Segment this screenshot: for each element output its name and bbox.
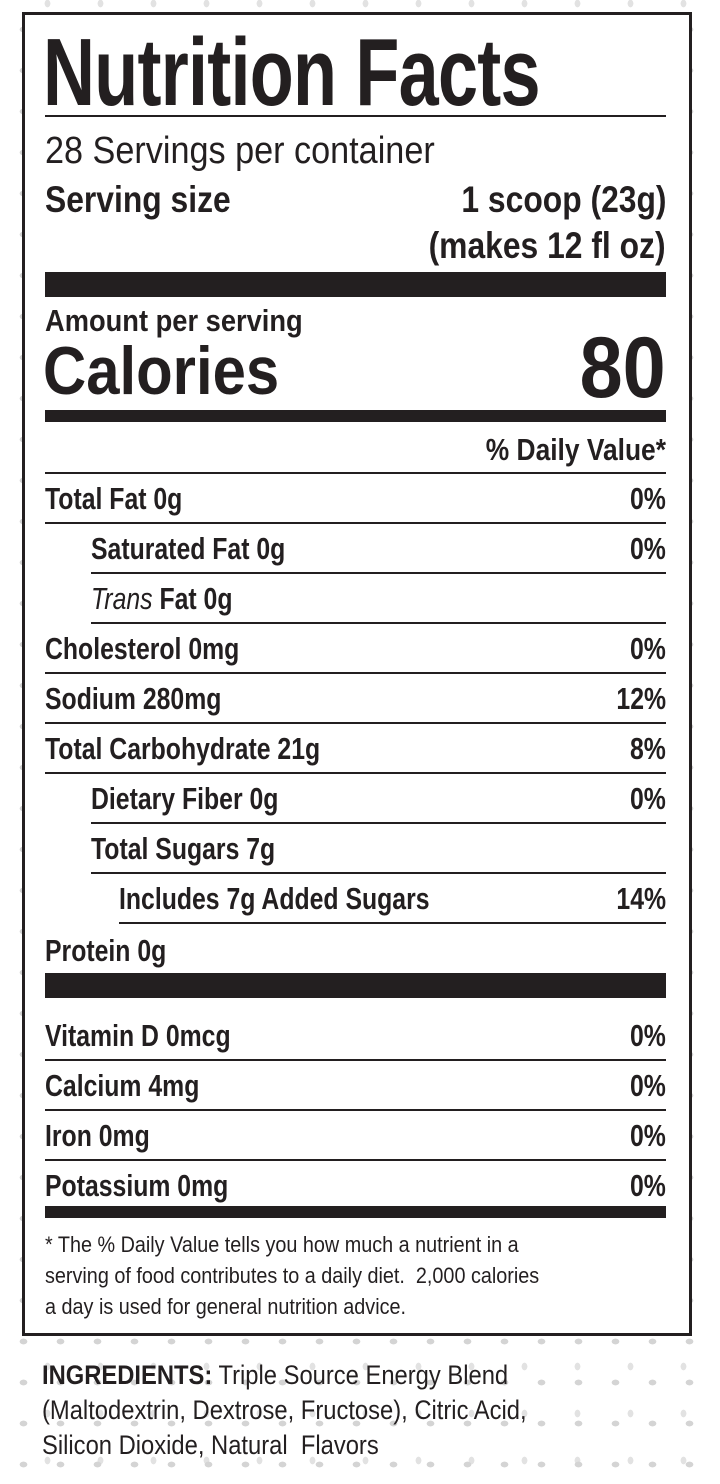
panel-title: Nutrition Facts — [43, 19, 541, 126]
serving-size-value: 1 scoop (23g) — [460, 179, 666, 220]
servings-per-container: 28 Servings per container — [45, 130, 435, 172]
calories-label: Calories — [43, 333, 280, 409]
header-rule — [45, 472, 666, 474]
ingredients-label: INGREDIENTS: — [42, 1360, 213, 1390]
amount-per-serving: Amount per serving — [45, 303, 303, 338]
vitamin-row-potassium: Potassium 0mg 0% — [45, 1168, 666, 1203]
nutrient-row-total-fat: Total Fat 0g 0% — [45, 474, 666, 524]
nutrient-row-total-sugars: Total Sugars 7g — [45, 824, 666, 874]
vitamin-row-calcium: Calcium 4mg 0% — [45, 1061, 666, 1111]
nutrient-row-protein: Protein 0g — [45, 933, 167, 968]
serving-size-note: (makes 12 fl oz) — [429, 225, 666, 266]
daily-value-header: % Daily Value* — [485, 432, 666, 467]
nutrient-row-trans-fat: Trans Fat 0g — [45, 574, 666, 624]
title-rule — [45, 115, 666, 117]
nutrient-row-sodium: Sodium 280mg 12% — [45, 674, 666, 724]
serving-size-label: Serving size — [45, 179, 231, 220]
nutrient-row-added-sugars: Includes 7g Added Sugars 14% — [45, 874, 666, 924]
ingredients: INGREDIENTS: Triple Source Energy Blend … — [42, 1360, 527, 1460]
vitamin-row-iron: Iron 0mg 0% — [45, 1111, 666, 1161]
nutrient-row-saturated-fat: Saturated Fat 0g 0% — [45, 524, 666, 574]
nutrient-row-dietary-fiber: Dietary Fiber 0g 0% — [45, 774, 666, 824]
thick-bar-vitamins — [45, 973, 666, 998]
nutrient-row-cholesterol: Cholesterol 0mg 0% — [45, 624, 666, 674]
daily-value-footnote: * The % Daily Value tells you how much a… — [45, 1232, 540, 1319]
nutrient-row-total-carbohydrate: Total Carbohydrate 21g 8% — [45, 724, 666, 774]
nutrition-facts-panel: Nutrition Facts 28 Servings per containe… — [22, 12, 692, 1336]
bottom-bar — [45, 1206, 666, 1218]
vitamin-row-vitamin-d: Vitamin D 0mcg 0% — [45, 1011, 666, 1061]
medium-bar — [45, 410, 666, 422]
thick-bar — [45, 272, 666, 297]
calories-value: 80 — [579, 320, 666, 416]
